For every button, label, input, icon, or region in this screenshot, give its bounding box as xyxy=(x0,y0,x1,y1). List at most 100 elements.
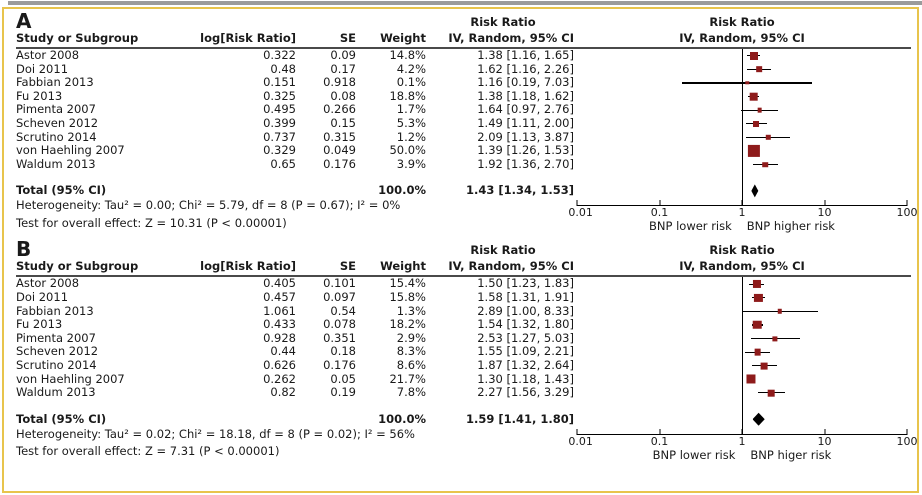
se-cell: 0.54 xyxy=(330,303,356,318)
logrr-cell: 0.325 xyxy=(263,88,296,103)
ci-text-cell: 1.64 [0.97, 2.76] xyxy=(477,102,574,117)
study-row: Astor 2008 0.405 0.101 15.4% 1.50 [1.23, 1.8… xyxy=(16,277,911,291)
study-name-cell: Scrutino 2014 xyxy=(16,357,97,372)
se-cell: 0.17 xyxy=(330,61,356,76)
logrr-cell: 1.061 xyxy=(263,303,296,318)
study-row: Scheven 2012 0.399 0.15 5.3% 1.49 [1.11, 2.0… xyxy=(16,115,911,131)
weight-cell: 21.7% xyxy=(389,371,426,386)
se-cell: 0.315 xyxy=(323,129,356,144)
window-edge-strip xyxy=(8,1,922,5)
effect-square xyxy=(768,389,775,397)
panel-b: B Risk Ratio Risk Ratio Study or Subgrou… xyxy=(4,237,917,465)
weight-cell: 2.9% xyxy=(396,330,426,345)
ci-column-title: Risk Ratio xyxy=(470,243,536,258)
axis-tick xyxy=(741,428,743,435)
se-cell: 0.176 xyxy=(323,357,356,372)
ci-text-cell: 2.27 [1.56, 3.29] xyxy=(477,385,574,400)
study-name-cell: Astor 2008 xyxy=(16,48,80,62)
pooled-diamond xyxy=(752,412,765,426)
null-line-segment xyxy=(742,426,743,434)
effect-square xyxy=(772,335,778,342)
weight-cell: 18.8% xyxy=(389,88,426,103)
effect-square xyxy=(749,51,758,60)
weight-cell: 0.1% xyxy=(396,75,426,90)
ci-text-cell: 1.62 [1.16, 2.26] xyxy=(477,61,574,76)
figure-frame: A Risk Ratio Risk Ratio Study or Subgrou… xyxy=(2,7,919,493)
axis-tick xyxy=(576,200,578,207)
logrr-cell: 0.329 xyxy=(263,143,296,158)
plot-column-header: IV, Random, 95% CI xyxy=(679,31,805,45)
ci-text-cell: 1.92 [1.36, 2.70] xyxy=(477,156,574,171)
axis-tick xyxy=(906,428,908,435)
null-line-segment xyxy=(742,198,743,206)
se-cell: 0.05 xyxy=(330,371,356,386)
logrr-cell: 0.399 xyxy=(263,115,296,130)
plot-cell xyxy=(577,277,907,291)
plot-cell xyxy=(577,89,907,104)
ci-text-cell: 1.50 [1.23, 1.83] xyxy=(477,276,574,291)
effect-square xyxy=(777,309,783,314)
ci-text-cell: 2.09 [1.13, 3.87] xyxy=(477,129,574,144)
plot-cell xyxy=(577,76,907,90)
study-name-cell: von Haehling 2007 xyxy=(16,143,125,158)
study-row: Waldum 2013 0.65 0.176 3.9% 1.92 [1.36, 2.70… xyxy=(16,156,911,172)
panel-b-header-top: B Risk Ratio Risk Ratio xyxy=(16,239,911,259)
axis-tick xyxy=(906,200,908,207)
study-name-cell: Waldum 2013 xyxy=(16,385,96,400)
plot-column-header: IV, Random, 95% CI xyxy=(679,259,805,274)
ci-text-cell: 1.30 [1.18, 1.43] xyxy=(477,371,574,386)
axis-label-left: BNP lower risk xyxy=(652,447,736,462)
study-name-cell: Pimenta 2007 xyxy=(16,330,96,345)
panel-b-study-rows: Astor 2008 0.405 0.101 15.4% 1.50 [1.23, 1.8… xyxy=(16,277,911,412)
total-label: Total (95% CI) xyxy=(16,411,107,426)
weight-column-header: Weight xyxy=(380,259,426,274)
weight-cell: 14.8% xyxy=(389,48,426,62)
study-name-cell: Doi 2011 xyxy=(16,61,69,76)
axis-label-right: BNP higher risk xyxy=(746,219,835,234)
total-weight: 100.0% xyxy=(378,183,426,198)
plot-cell xyxy=(577,103,907,117)
panel-a: A Risk Ratio Risk Ratio Study or Subgrou… xyxy=(4,9,917,237)
logrr-cell: 0.322 xyxy=(263,48,296,62)
panel-a-footer: Heterogeneity: Tau² = 0.00; Chi² = 5.79,… xyxy=(16,198,917,235)
se-cell: 0.049 xyxy=(323,143,356,158)
se-cell: 0.08 xyxy=(330,88,356,103)
logrr-column-header: log[Risk Ratio] xyxy=(200,259,296,274)
study-name-cell: Doi 2011 xyxy=(16,289,69,304)
se-cell: 0.101 xyxy=(323,276,356,291)
overall-effect-line: Test for overall effect: Z = 7.31 (P < 0… xyxy=(16,444,280,459)
total-plot-cell xyxy=(577,183,907,199)
effect-square xyxy=(754,348,762,356)
logrr-cell: 0.48 xyxy=(270,61,296,76)
axis-tick-label: 100 xyxy=(896,434,918,448)
study-column-header: Study or Subgroup xyxy=(16,259,139,274)
se-cell: 0.18 xyxy=(330,344,356,359)
se-cell: 0.266 xyxy=(323,102,356,117)
plot-cell xyxy=(577,62,907,77)
axis-label-left: BNP lower risk xyxy=(649,219,732,234)
study-row: Pimenta 2007 0.495 0.266 1.7% 1.64 [0.97, 2.… xyxy=(16,103,911,117)
weight-cell: 1.2% xyxy=(396,129,426,144)
panel-a-total-row: Total (95% CI) 100.0% 1.43 [1.34, 1.53] xyxy=(16,183,911,199)
effect-square xyxy=(753,320,762,330)
plot-cell xyxy=(577,290,907,305)
study-row: Scheven 2012 0.44 0.18 8.3% 1.55 [1.09, 2.21… xyxy=(16,345,911,359)
study-name-cell: Scrutino 2014 xyxy=(16,129,97,144)
study-name-cell: von Haehling 2007 xyxy=(16,371,125,386)
effect-square xyxy=(757,107,763,113)
plot-cell xyxy=(577,358,907,373)
heterogeneity-line: Heterogeneity: Tau² = 0.02; Chi² = 18.18… xyxy=(16,426,415,441)
se-cell: 0.078 xyxy=(323,317,356,332)
x-axis-direction-labels: BNP lower risk BNP higer risk xyxy=(577,448,907,462)
effect-square xyxy=(753,120,760,127)
study-name-cell: Pimenta 2007 xyxy=(16,102,96,117)
logrr-cell: 0.44 xyxy=(270,344,296,359)
study-row: Doi 2011 0.48 0.17 4.2% 1.62 [1.16, 2.26] xyxy=(16,61,911,77)
ci-text-cell: 1.38 [1.18, 1.62] xyxy=(477,88,574,103)
weight-cell: 4.2% xyxy=(396,61,426,76)
study-row: von Haehling 2007 0.329 0.049 50.0% 1.39 [1.… xyxy=(16,144,911,158)
ci-text-cell: 1.16 [0.19, 7.03] xyxy=(477,75,574,90)
study-row: Waldum 2013 0.82 0.19 7.8% 2.27 [1.56, 3.29] xyxy=(16,385,911,400)
total-ci-text: 1.59 [1.41, 1.80] xyxy=(465,411,574,426)
weight-cell: 15.8% xyxy=(389,289,426,304)
